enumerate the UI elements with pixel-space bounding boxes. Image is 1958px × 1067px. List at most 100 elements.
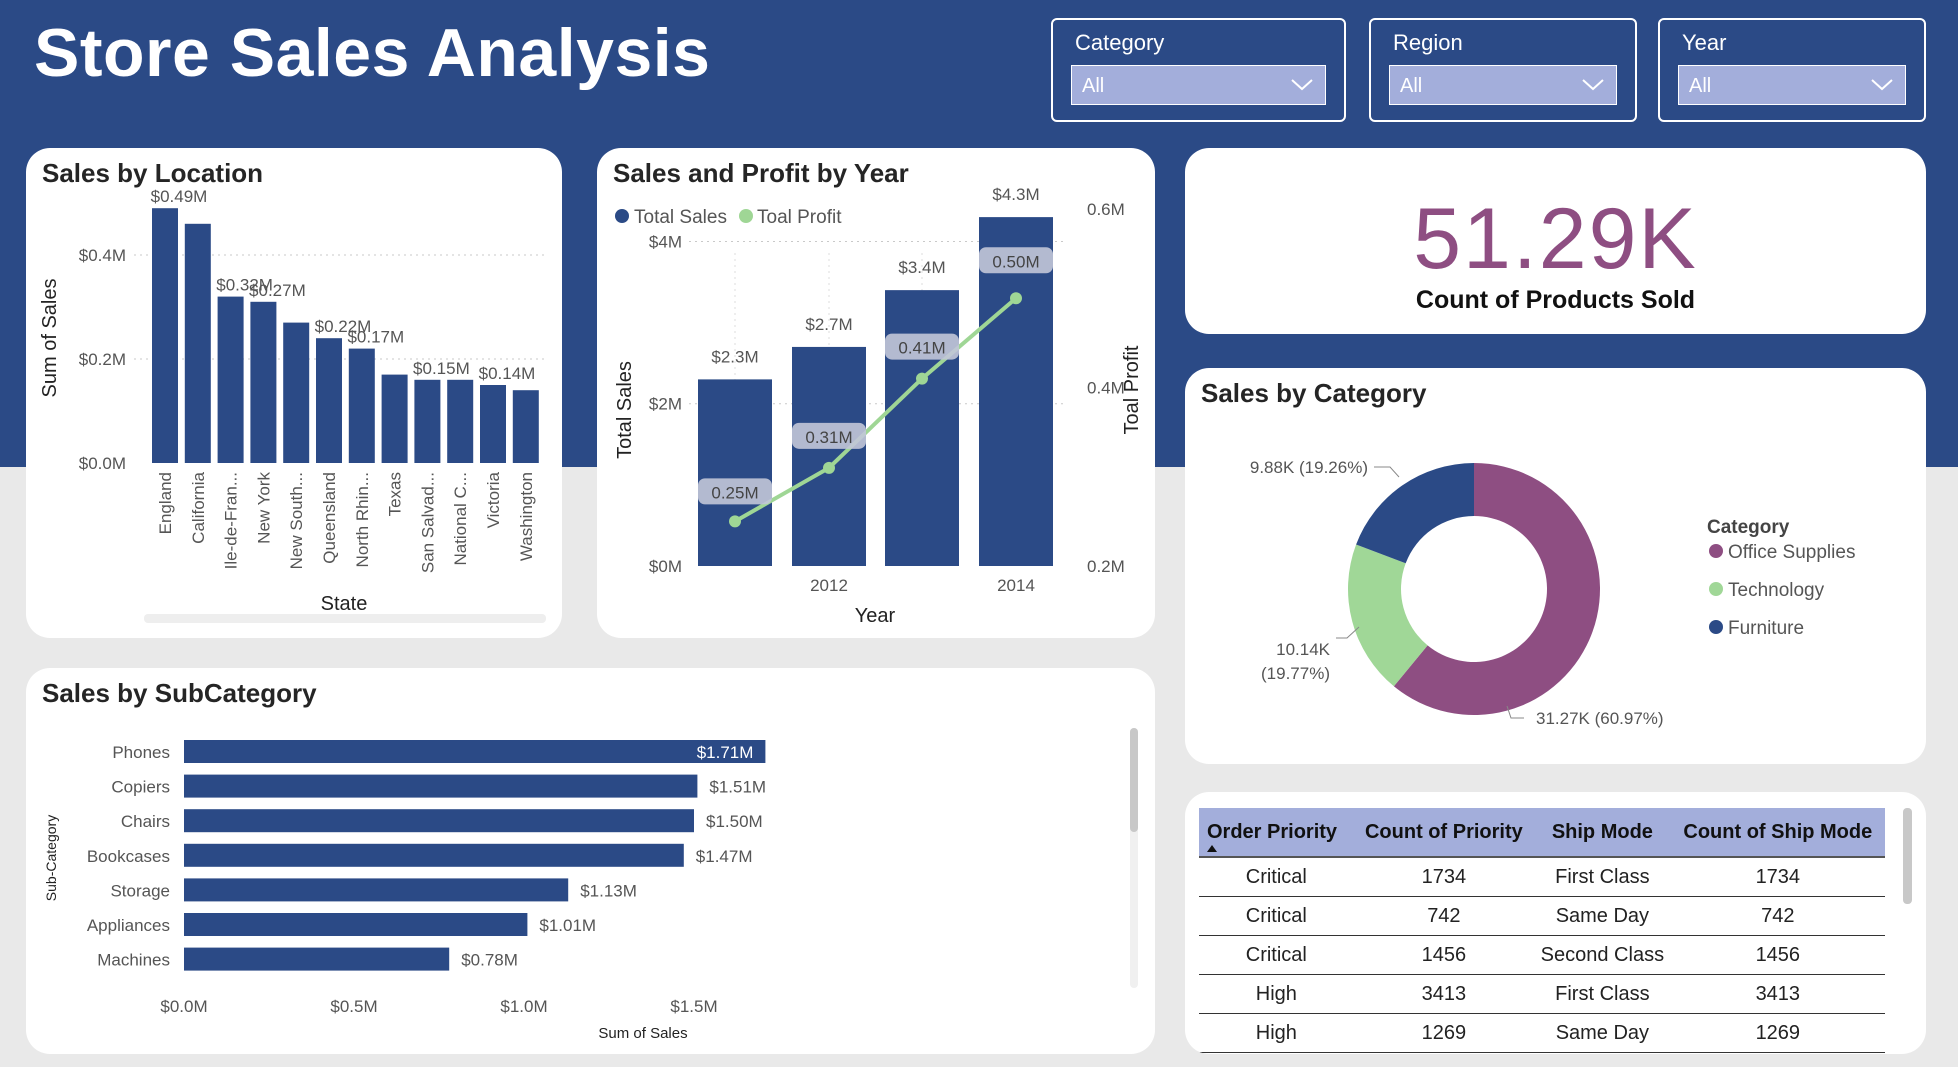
slicer-label: Category: [1075, 30, 1165, 55]
data-label: $1.51M: [709, 778, 766, 797]
table-cell: 1734: [1353, 857, 1535, 897]
column-header-order-priority[interactable]: Order Priority: [1199, 808, 1354, 858]
page-title: Store Sales Analysis: [34, 15, 711, 91]
y-axis-title: Total Sales: [614, 361, 636, 459]
region-slicer[interactable]: Region All: [1369, 18, 1637, 122]
x-tick-label: $1.5M: [670, 997, 717, 1016]
y-axis-title: Sum of Sales: [39, 279, 61, 398]
data-label: $0.78M: [461, 951, 518, 970]
bar: [184, 809, 694, 833]
slice-label-technology-value: 10.14K: [1276, 640, 1331, 659]
column-header-count-of-priority[interactable]: Count of Priority: [1353, 808, 1535, 858]
bar: [447, 379, 474, 463]
bar: [885, 290, 959, 566]
donut-slice: [1356, 463, 1474, 564]
column-header-count-of-ship-mode[interactable]: Count of Ship Mode: [1670, 808, 1885, 858]
data-label: $1.71M: [697, 743, 754, 762]
x-tick-label: $0.5M: [330, 997, 377, 1016]
bar: [184, 843, 684, 867]
card-title: Sales by Category: [1201, 378, 1427, 408]
region-dropdown[interactable]: All: [1389, 65, 1617, 105]
profit-data-label: 0.31M: [805, 428, 852, 447]
legend-label: Furniture: [1728, 618, 1804, 639]
bar: [480, 385, 506, 463]
table-cell: First Class: [1534, 974, 1671, 1014]
x-tick-label: San Salvad...: [418, 472, 437, 573]
sales-profit-by-year-chart: Total Sales Toal Profit $0M $2M $4M 0.2M 0.4M 0…: [614, 185, 1143, 627]
y-tick-label: $0.0M: [79, 454, 126, 473]
table-cell: High: [1199, 1013, 1354, 1053]
card-title: Sales and Profit by Year: [613, 158, 909, 188]
x-tick-label: North Rhin...: [353, 472, 372, 567]
sales-by-subcategory-card: Sales by SubCategory $0.0M $0.5M $1.0M $1.5…: [26, 668, 1155, 1054]
data-label: $1.47M: [696, 847, 753, 866]
y-tick-label: Storage: [110, 881, 170, 900]
bar: [184, 774, 698, 798]
card-title: Sales by Location: [42, 158, 264, 188]
leader-line: [1374, 466, 1400, 478]
table-cell: Critical: [1199, 896, 1354, 936]
scrollbar-thumb[interactable]: [1130, 728, 1138, 832]
table-cell: 1456: [1353, 935, 1535, 975]
chevron-down-icon: [1291, 79, 1313, 91]
table-cell: Critical: [1199, 935, 1354, 975]
legend-label: Technology: [1728, 580, 1825, 601]
table-cell: 742: [1353, 896, 1535, 936]
table-header-row: Order Priority Count of Priority Ship Mo…: [1199, 808, 1885, 858]
bar: [512, 390, 539, 463]
bar: [698, 379, 772, 566]
legend-total-sales-marker: [615, 209, 629, 223]
table-cell: 1456: [1670, 935, 1885, 975]
data-label: $2.3M: [711, 347, 758, 366]
bar: [283, 322, 310, 463]
data-label: $0.27M: [249, 281, 306, 300]
category-dropdown[interactable]: All: [1071, 65, 1326, 105]
kpi-card: 51.29K Count of Products Sold: [1185, 148, 1926, 334]
bar: [184, 740, 766, 763]
bar: [184, 878, 569, 902]
column-header-ship-mode[interactable]: Ship Mode: [1534, 808, 1671, 858]
profit-label-bg: [979, 247, 1053, 274]
x-tick-label: 2014: [997, 576, 1035, 595]
y2-tick-label: 0.6M: [1087, 200, 1125, 219]
y-tick-label: $0.4M: [79, 246, 126, 265]
table-cell: First Class: [1534, 857, 1671, 897]
legend-marker: [1709, 544, 1723, 558]
table-row: Critical 1734 First Class 1734: [1199, 857, 1885, 897]
table-row: High 1269 Same Day 1269: [1199, 1013, 1885, 1053]
year-slicer[interactable]: Year All: [1658, 18, 1926, 122]
y-tick-label: $2M: [649, 395, 682, 414]
table-cell: 742: [1670, 896, 1885, 936]
x-axis-title: Sum of Sales: [598, 1025, 687, 1042]
dropdown-value: All: [1689, 75, 1712, 97]
y2-tick-label: 0.4M: [1087, 379, 1125, 398]
bar: [184, 947, 450, 971]
x-tick-label: Victoria: [484, 471, 503, 528]
scrollbar-track[interactable]: [1130, 728, 1138, 988]
data-label: $2.7M: [805, 315, 852, 334]
year-dropdown[interactable]: All: [1678, 65, 1906, 105]
x-tick-label: England: [156, 472, 175, 534]
table-cell: 1269: [1353, 1013, 1535, 1053]
data-label: $0.17M: [347, 328, 404, 347]
kpi-value: 51.29K: [1413, 191, 1698, 287]
data-label: $0.14M: [479, 364, 536, 383]
table-cell: Same Day: [1534, 1013, 1671, 1053]
chevron-down-icon: [1871, 79, 1893, 91]
leader-line: [1336, 626, 1360, 639]
profit-line: [734, 296, 1018, 524]
profit-label-bg: [792, 422, 866, 449]
sales-by-location-chart: $0.0M $0.2M $0.4M $0.49M England California $0…: [39, 187, 548, 623]
slice-label-technology-pct: (19.77%): [1261, 664, 1330, 683]
y2-tick-label: 0.2M: [1087, 557, 1125, 576]
slice-label-furniture: 9.88K (19.26%): [1250, 458, 1368, 477]
category-slicer[interactable]: Category All: [1051, 18, 1346, 122]
bar: [381, 374, 408, 463]
profit-label-bg: [698, 478, 772, 505]
y-tick-label: Machines: [97, 951, 170, 970]
y-axis-title: Sub-Category: [43, 815, 59, 901]
scrollbar-thumb[interactable]: [1903, 808, 1912, 904]
sales-by-category-chart: 31.27K (60.97%) 10.14K (19.77%) 9.88K (19.2…: [1250, 458, 1856, 728]
horizontal-scrollbar: [144, 614, 546, 623]
table-row: Critical 742 Same Day 742: [1199, 896, 1885, 936]
